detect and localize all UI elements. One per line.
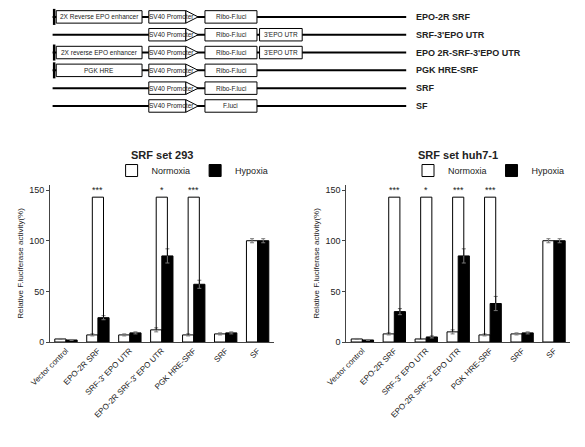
svg-text:SRF: SRF xyxy=(212,346,230,364)
svg-text:SRF-3' EPO UTR: SRF-3' EPO UTR xyxy=(84,346,135,397)
svg-text:EPO-2R SRF: EPO-2R SRF xyxy=(416,12,471,22)
svg-text:EPO-2R SRF-3' EPO UTR: EPO-2R SRF-3' EPO UTR xyxy=(389,346,462,419)
svg-text:2X Reverse EPO enhancer: 2X Reverse EPO enhancer xyxy=(60,13,139,20)
svg-text:PGK HRE: PGK HRE xyxy=(84,67,114,74)
svg-text:SRF-3'EPO UTR: SRF-3'EPO UTR xyxy=(416,30,485,40)
svg-text:Vector control: Vector control xyxy=(326,346,367,387)
svg-text:2X reverse EPO enhancer: 2X reverse EPO enhancer xyxy=(61,49,138,56)
svg-text:SF: SF xyxy=(248,346,262,360)
svg-text:*: * xyxy=(424,185,428,195)
svg-text:50: 50 xyxy=(331,287,341,297)
svg-text:***: *** xyxy=(389,185,400,195)
svg-text:SV40 Promoter: SV40 Promoter xyxy=(149,67,194,74)
svg-text:EPO-2R SRF: EPO-2R SRF xyxy=(358,346,398,386)
svg-text:*: * xyxy=(160,185,164,195)
svg-text:100: 100 xyxy=(326,236,341,246)
svg-text:SF: SF xyxy=(416,101,428,111)
svg-text:Ribo-F.luci: Ribo-F.luci xyxy=(216,13,246,20)
svg-text:150: 150 xyxy=(326,185,341,195)
svg-text:Hypoxia: Hypoxia xyxy=(532,166,565,176)
svg-text:Relative F.luciferase activity: Relative F.luciferase activity(%) xyxy=(16,208,25,319)
svg-text:***: *** xyxy=(188,185,199,195)
svg-text:Relative F.luciferase activity: Relative F.luciferase activity(%) xyxy=(312,208,321,319)
svg-text:SRF: SRF xyxy=(509,346,527,364)
svg-text:SV40 Promoter: SV40 Promoter xyxy=(149,49,194,56)
svg-text:EPO-2R SRF-3' EPO UTR: EPO-2R SRF-3' EPO UTR xyxy=(93,346,166,419)
svg-text:50: 50 xyxy=(34,287,44,297)
svg-text:PGK HRE-SRF: PGK HRE-SRF xyxy=(153,346,198,391)
svg-text:150: 150 xyxy=(29,185,44,195)
svg-text:Ribo-F.luci: Ribo-F.luci xyxy=(216,31,246,38)
svg-text:SRF: SRF xyxy=(416,83,435,93)
svg-text:***: *** xyxy=(92,185,103,195)
svg-text:Ribo-F.luci: Ribo-F.luci xyxy=(216,67,246,74)
svg-text:EPO-2R SRF: EPO-2R SRF xyxy=(62,346,102,386)
svg-text:SV40 Promoter: SV40 Promoter xyxy=(149,13,194,20)
svg-text:SV40 Promoter: SV40 Promoter xyxy=(149,31,194,38)
svg-text:F.luci: F.luci xyxy=(223,102,238,109)
svg-text:SV40 Promoter: SV40 Promoter xyxy=(149,85,194,92)
svg-text:3'EPO UTR: 3'EPO UTR xyxy=(264,31,298,38)
svg-text:SRF set huh7-1: SRF set huh7-1 xyxy=(418,149,498,161)
svg-text:SRF set 293: SRF set 293 xyxy=(131,149,193,161)
svg-text:0: 0 xyxy=(336,337,341,347)
svg-text:***: *** xyxy=(485,185,496,195)
svg-text:EPO 2R-SRF-3'EPO UTR: EPO 2R-SRF-3'EPO UTR xyxy=(416,48,521,58)
svg-text:PGK HRE-SRF: PGK HRE-SRF xyxy=(449,346,494,391)
svg-text:SRF-3' EPO UTR: SRF-3' EPO UTR xyxy=(380,346,431,397)
svg-text:3'EPO UTR: 3'EPO UTR xyxy=(264,49,298,56)
svg-text:PGK HRE-SRF: PGK HRE-SRF xyxy=(416,65,479,75)
svg-text:SF: SF xyxy=(545,346,559,360)
svg-text:Ribo-F.luci: Ribo-F.luci xyxy=(216,85,246,92)
svg-text:Normoxia: Normoxia xyxy=(448,166,487,176)
svg-text:***: *** xyxy=(453,185,464,195)
svg-text:Vector control: Vector control xyxy=(29,346,70,387)
svg-text:Normoxia: Normoxia xyxy=(152,166,191,176)
svg-text:Ribo-F.luci: Ribo-F.luci xyxy=(216,49,246,56)
svg-text:100: 100 xyxy=(29,236,44,246)
svg-text:SV40 Promoter: SV40 Promoter xyxy=(149,102,194,109)
svg-text:0: 0 xyxy=(39,337,44,347)
svg-text:Hypoxia: Hypoxia xyxy=(235,166,268,176)
